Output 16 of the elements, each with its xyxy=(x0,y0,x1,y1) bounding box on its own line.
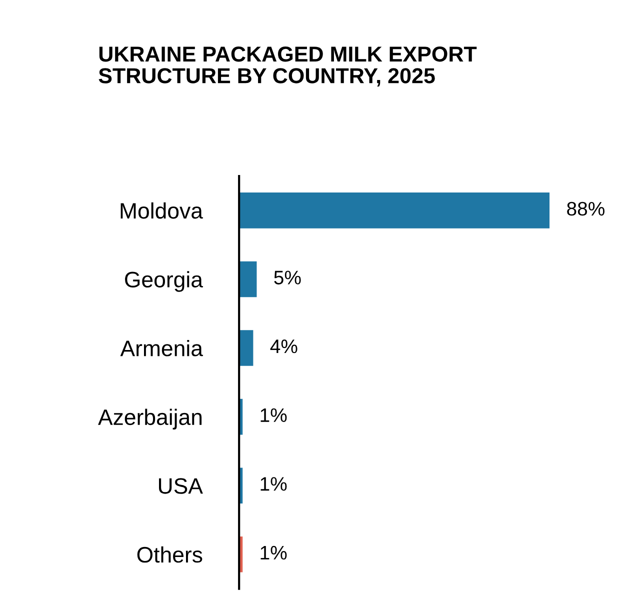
data-label: 5% xyxy=(274,270,301,284)
y-tick-label: Moldova xyxy=(120,202,203,219)
y-tick-label: Georgia xyxy=(125,271,203,292)
data-label: 1% xyxy=(260,408,287,422)
chart-title: UKRAINE PACKAGED MILK EXPORT STRUCTURE BY COUNTRY, 2025 xyxy=(98,46,477,86)
data-label: 4% xyxy=(270,340,298,354)
y-tick-label: Armenia xyxy=(120,340,203,356)
y-tick-label: USA xyxy=(158,478,203,494)
bar xyxy=(239,330,254,366)
bar xyxy=(239,261,257,298)
data-label: 88% xyxy=(567,202,604,216)
data-label: 1% xyxy=(260,477,287,491)
y-tick-label: Others xyxy=(137,546,202,563)
y-tick-label: Azerbaijan xyxy=(98,408,202,430)
data-label: 1% xyxy=(260,546,287,560)
bar xyxy=(239,192,550,228)
